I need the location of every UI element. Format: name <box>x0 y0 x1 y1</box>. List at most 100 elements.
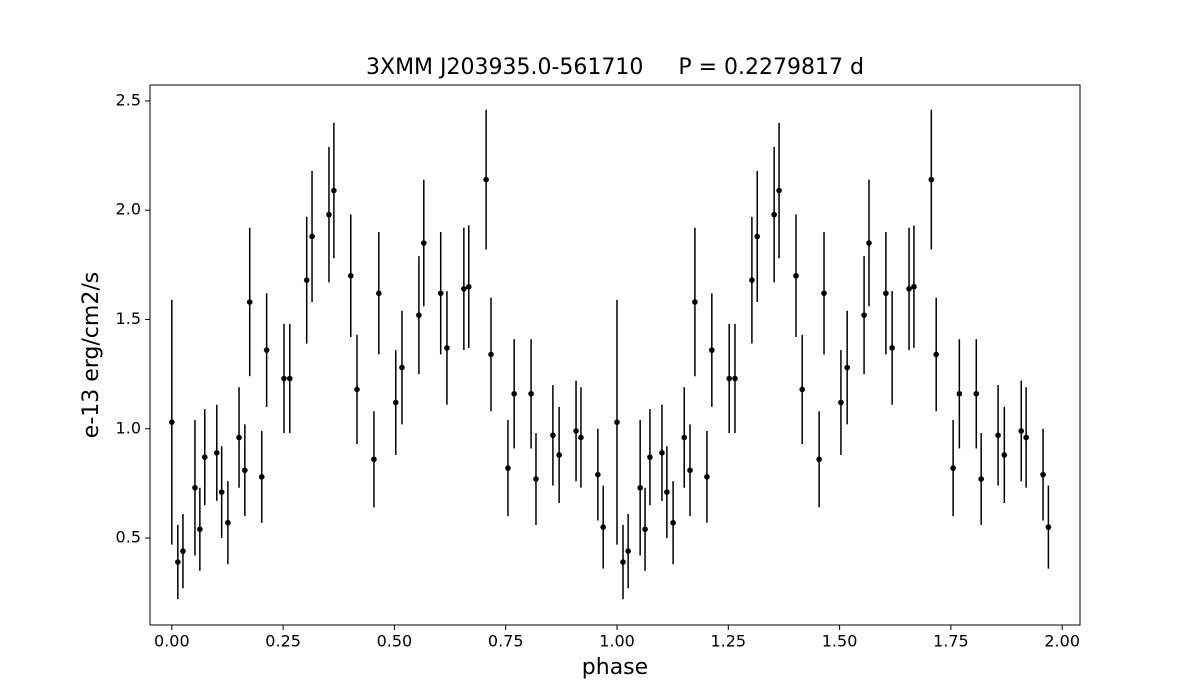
x-tick-label: 2.00 <box>1044 632 1080 651</box>
data-point <box>844 364 850 371</box>
data-point <box>309 233 315 240</box>
data-point <box>838 399 844 406</box>
data-point <box>236 434 242 441</box>
x-tick-label: 1.50 <box>822 632 858 651</box>
x-tick-label: 0.25 <box>265 632 301 651</box>
data-point <box>505 465 511 471</box>
plot-frame <box>149 84 1081 626</box>
data-point <box>201 454 208 460</box>
data-point <box>978 476 984 482</box>
data-point <box>1023 434 1029 441</box>
data-point <box>1018 428 1025 434</box>
data-point <box>465 283 472 290</box>
data-point <box>928 176 935 183</box>
x-tick-label: 1.25 <box>710 632 746 651</box>
data-point <box>528 390 534 397</box>
data-point <box>180 548 186 554</box>
y-tick-label: 1.0 <box>116 418 141 437</box>
data-point <box>169 419 175 425</box>
data-point <box>511 390 517 397</box>
data-point <box>1040 471 1046 478</box>
data-point <box>883 290 889 297</box>
data-point <box>281 375 287 382</box>
data-point <box>263 347 270 353</box>
data-point <box>771 211 777 218</box>
data-point <box>799 386 806 393</box>
data-point <box>392 399 399 406</box>
data-point <box>347 272 354 279</box>
data-point <box>950 465 956 471</box>
data-point <box>911 283 917 290</box>
data-point <box>595 471 601 478</box>
data-point <box>861 312 867 318</box>
y-tick-label: 0.5 <box>116 528 141 547</box>
data-point <box>225 519 231 526</box>
data-point <box>192 484 198 491</box>
data-point <box>670 519 676 526</box>
data-point <box>326 211 332 218</box>
data-point <box>371 456 377 463</box>
data-point <box>461 286 467 292</box>
data-point <box>246 299 253 305</box>
data-point <box>303 277 310 283</box>
data-point <box>866 240 872 246</box>
data-point <box>213 449 220 456</box>
data-point <box>889 345 895 351</box>
data-point <box>793 272 799 279</box>
data-point <box>816 456 822 463</box>
y-tick-label: 2.0 <box>116 200 141 219</box>
data-point <box>709 347 715 353</box>
data-point <box>647 454 653 460</box>
data-point <box>933 351 940 358</box>
data-point <box>376 290 382 297</box>
data-point <box>556 452 562 458</box>
data-point <box>483 176 489 183</box>
data-point <box>664 489 670 495</box>
data-point <box>659 449 665 456</box>
data-point <box>642 526 648 533</box>
x-tick-label: 0.50 <box>377 632 413 651</box>
data-point <box>956 390 963 397</box>
data-point <box>821 290 827 297</box>
data-point <box>1045 524 1052 530</box>
data-point <box>726 375 732 382</box>
data-point <box>776 187 782 194</box>
data-point <box>754 233 761 240</box>
data-point <box>1001 452 1008 458</box>
data-point <box>533 476 539 482</box>
data-point <box>637 484 643 491</box>
y-tick-label: 2.5 <box>116 90 141 109</box>
data-point <box>906 286 912 292</box>
data-point <box>704 474 710 480</box>
data-point <box>625 548 631 554</box>
data-point <box>331 187 337 194</box>
data-point <box>749 277 755 283</box>
data-point <box>242 467 248 474</box>
data-point <box>550 432 556 439</box>
data-point <box>692 299 698 305</box>
data-point <box>614 419 620 425</box>
data-point <box>197 526 203 533</box>
data-point <box>488 351 494 358</box>
data-point <box>578 434 584 441</box>
chart-title: 3XMM J203935.0-561710 P = 0.2279817 d <box>366 55 864 80</box>
x-tick-label: 0.75 <box>488 632 524 651</box>
data-point <box>399 364 405 371</box>
data-point <box>681 434 688 441</box>
data-point <box>620 559 626 565</box>
data-point <box>175 559 181 565</box>
data-point <box>218 489 225 495</box>
data-point <box>258 474 265 480</box>
data-point <box>437 290 444 297</box>
y-axis-label: e-13 erg/cm2/s <box>79 272 104 438</box>
data-point <box>416 312 422 318</box>
x-tick-label: 1.00 <box>599 632 635 651</box>
y-tick-label: 1.5 <box>116 309 141 328</box>
data-point <box>573 428 579 434</box>
data-point <box>732 375 738 382</box>
data-point <box>420 240 427 246</box>
data-point <box>444 345 450 351</box>
